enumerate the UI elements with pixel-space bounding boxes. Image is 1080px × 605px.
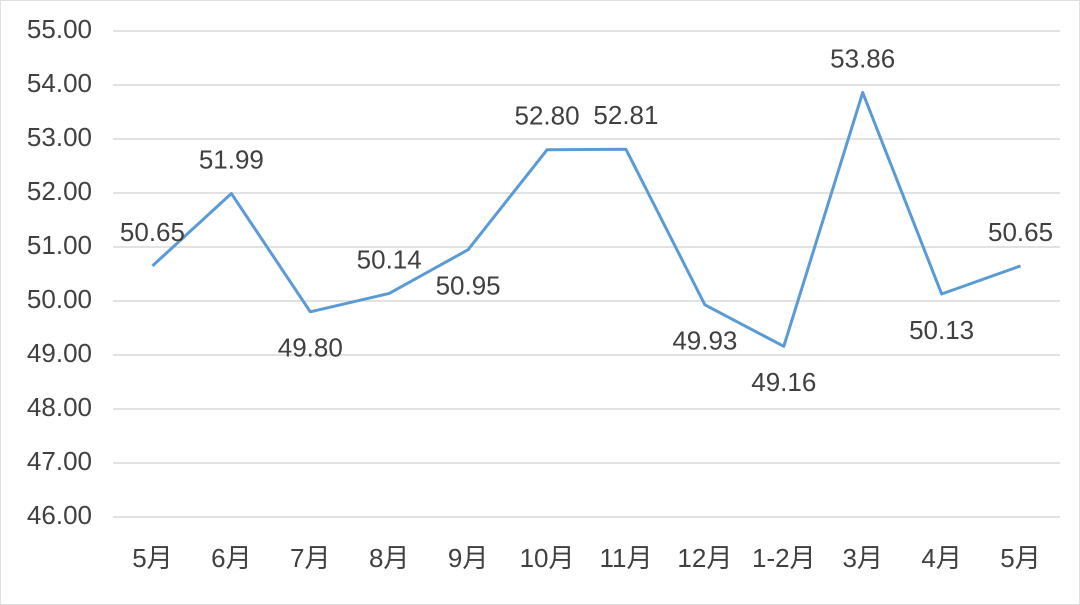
data-label: 50.65	[988, 217, 1053, 247]
x-tick-label: 5月	[1000, 543, 1040, 573]
y-tick-label: 55.00	[27, 14, 92, 44]
x-tick-label: 1-2月	[752, 543, 816, 573]
x-tick-label: 4月	[921, 543, 961, 573]
y-tick-label: 52.00	[27, 176, 92, 206]
data-label: 50.95	[436, 271, 501, 301]
data-label: 52.80	[515, 101, 580, 131]
x-tick-label: 11月	[599, 543, 652, 573]
data-label: 49.16	[751, 367, 816, 397]
data-label: 50.14	[357, 244, 422, 274]
data-line	[151, 91, 1022, 348]
x-tick-label: 3月	[842, 543, 882, 573]
x-tick-label: 10月	[520, 543, 575, 573]
y-tick-label: 51.00	[27, 230, 92, 260]
x-tick-label: 12月	[677, 543, 732, 573]
y-tick-label: 50.00	[27, 284, 92, 314]
data-label: 49.93	[672, 326, 737, 356]
x-tick-label: 8月	[369, 543, 409, 573]
data-label: 52.81	[593, 100, 658, 130]
data-label: 49.80	[278, 333, 343, 363]
y-tick-label: 48.00	[27, 392, 92, 422]
data-label: 51.99	[199, 144, 264, 174]
x-tick-label: 9月	[448, 543, 488, 573]
data-label: 50.65	[120, 217, 185, 247]
x-tick-label: 6月	[211, 543, 251, 573]
data-label: 53.86	[830, 43, 895, 73]
y-tick-label: 49.00	[27, 338, 92, 368]
y-tick-label: 53.00	[27, 122, 92, 152]
y-tick-label: 47.00	[27, 446, 92, 476]
data-label: 50.13	[909, 315, 974, 345]
y-tick-label: 54.00	[27, 68, 92, 98]
y-tick-label: 46.00	[27, 500, 92, 530]
x-tick-label: 5月	[132, 543, 172, 573]
x-tick-label: 7月	[290, 543, 330, 573]
